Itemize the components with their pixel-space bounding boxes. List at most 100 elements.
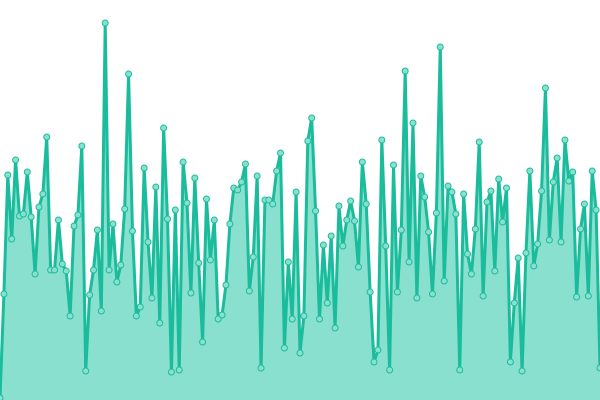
data-point [19,210,27,218]
data-point [487,187,495,195]
data-point [179,158,187,166]
data-point [323,299,331,307]
data-point [308,114,316,122]
data-point [335,202,343,210]
data-point [351,217,359,225]
data-point [31,270,39,278]
data-point [86,291,94,299]
data-point [358,158,366,166]
data-point [280,344,288,352]
data-point [218,311,226,319]
data-point [27,213,35,221]
data-point [502,184,510,192]
data-point [234,186,242,194]
data-point [43,133,51,141]
data-point [588,167,596,175]
data-point [393,288,401,296]
data-point [199,338,207,346]
data-point [382,242,390,250]
data-point [4,171,12,179]
data-point [580,200,588,208]
data-point [206,256,214,264]
data-point [0,394,4,400]
data-point [148,294,156,302]
data-point [113,278,121,286]
data-point [35,203,43,211]
data-point [12,156,20,164]
data-point [405,258,413,266]
data-point [538,187,546,195]
data-point [312,207,320,215]
data-point [440,277,448,285]
data-point [343,216,351,224]
data-point [401,67,409,75]
data-point [253,172,261,180]
data-point [553,154,561,162]
data-point [530,262,538,270]
data-point [160,124,168,132]
data-point [109,220,117,228]
data-point [444,182,452,190]
data-point [125,70,133,78]
data-point [577,225,585,233]
data-point [428,290,436,298]
data-point [164,215,172,223]
data-point [417,172,425,180]
data-point [460,190,468,198]
data-point [378,136,386,144]
data-point [269,200,277,208]
data-point [136,303,144,311]
data-point [128,227,136,235]
data-point [241,160,249,168]
data-point [51,266,59,274]
data-point [565,177,573,185]
data-point [167,368,175,376]
data-point [526,167,534,175]
area-fill [0,23,600,400]
data-point [292,188,300,196]
data-point [277,149,285,157]
data-point [491,267,499,275]
data-point [288,315,296,323]
data-point [347,197,355,205]
data-point [249,253,257,261]
data-point [300,312,308,320]
data-point [374,346,382,354]
data-point [409,119,417,127]
data-point [545,236,553,244]
data-point [592,206,600,214]
data-point [156,319,164,327]
data-point [339,242,347,250]
data-point [475,138,483,146]
data-point [534,240,542,248]
data-point [304,137,312,145]
data-point [518,367,526,375]
data-point [315,315,323,323]
data-point [8,235,16,243]
data-point [175,366,183,374]
data-point [74,211,82,219]
data-point [273,167,281,175]
data-point [362,200,370,208]
data-point [284,258,292,266]
data-point [541,84,549,92]
data-point [152,183,160,191]
data-point [191,174,199,182]
data-point [117,261,125,269]
data-point [425,228,433,236]
data-point [105,266,113,274]
data-point [569,168,577,176]
data-point [413,294,421,302]
data-point [97,307,105,315]
data-point [327,232,335,240]
data-point [39,190,47,198]
data-point [596,364,600,372]
data-point [140,164,148,172]
data-point [183,199,191,207]
data-point [66,312,74,320]
data-point [584,292,592,300]
data-point [499,218,507,226]
data-point [448,188,456,196]
data-point [238,178,246,186]
data-point [62,267,70,275]
